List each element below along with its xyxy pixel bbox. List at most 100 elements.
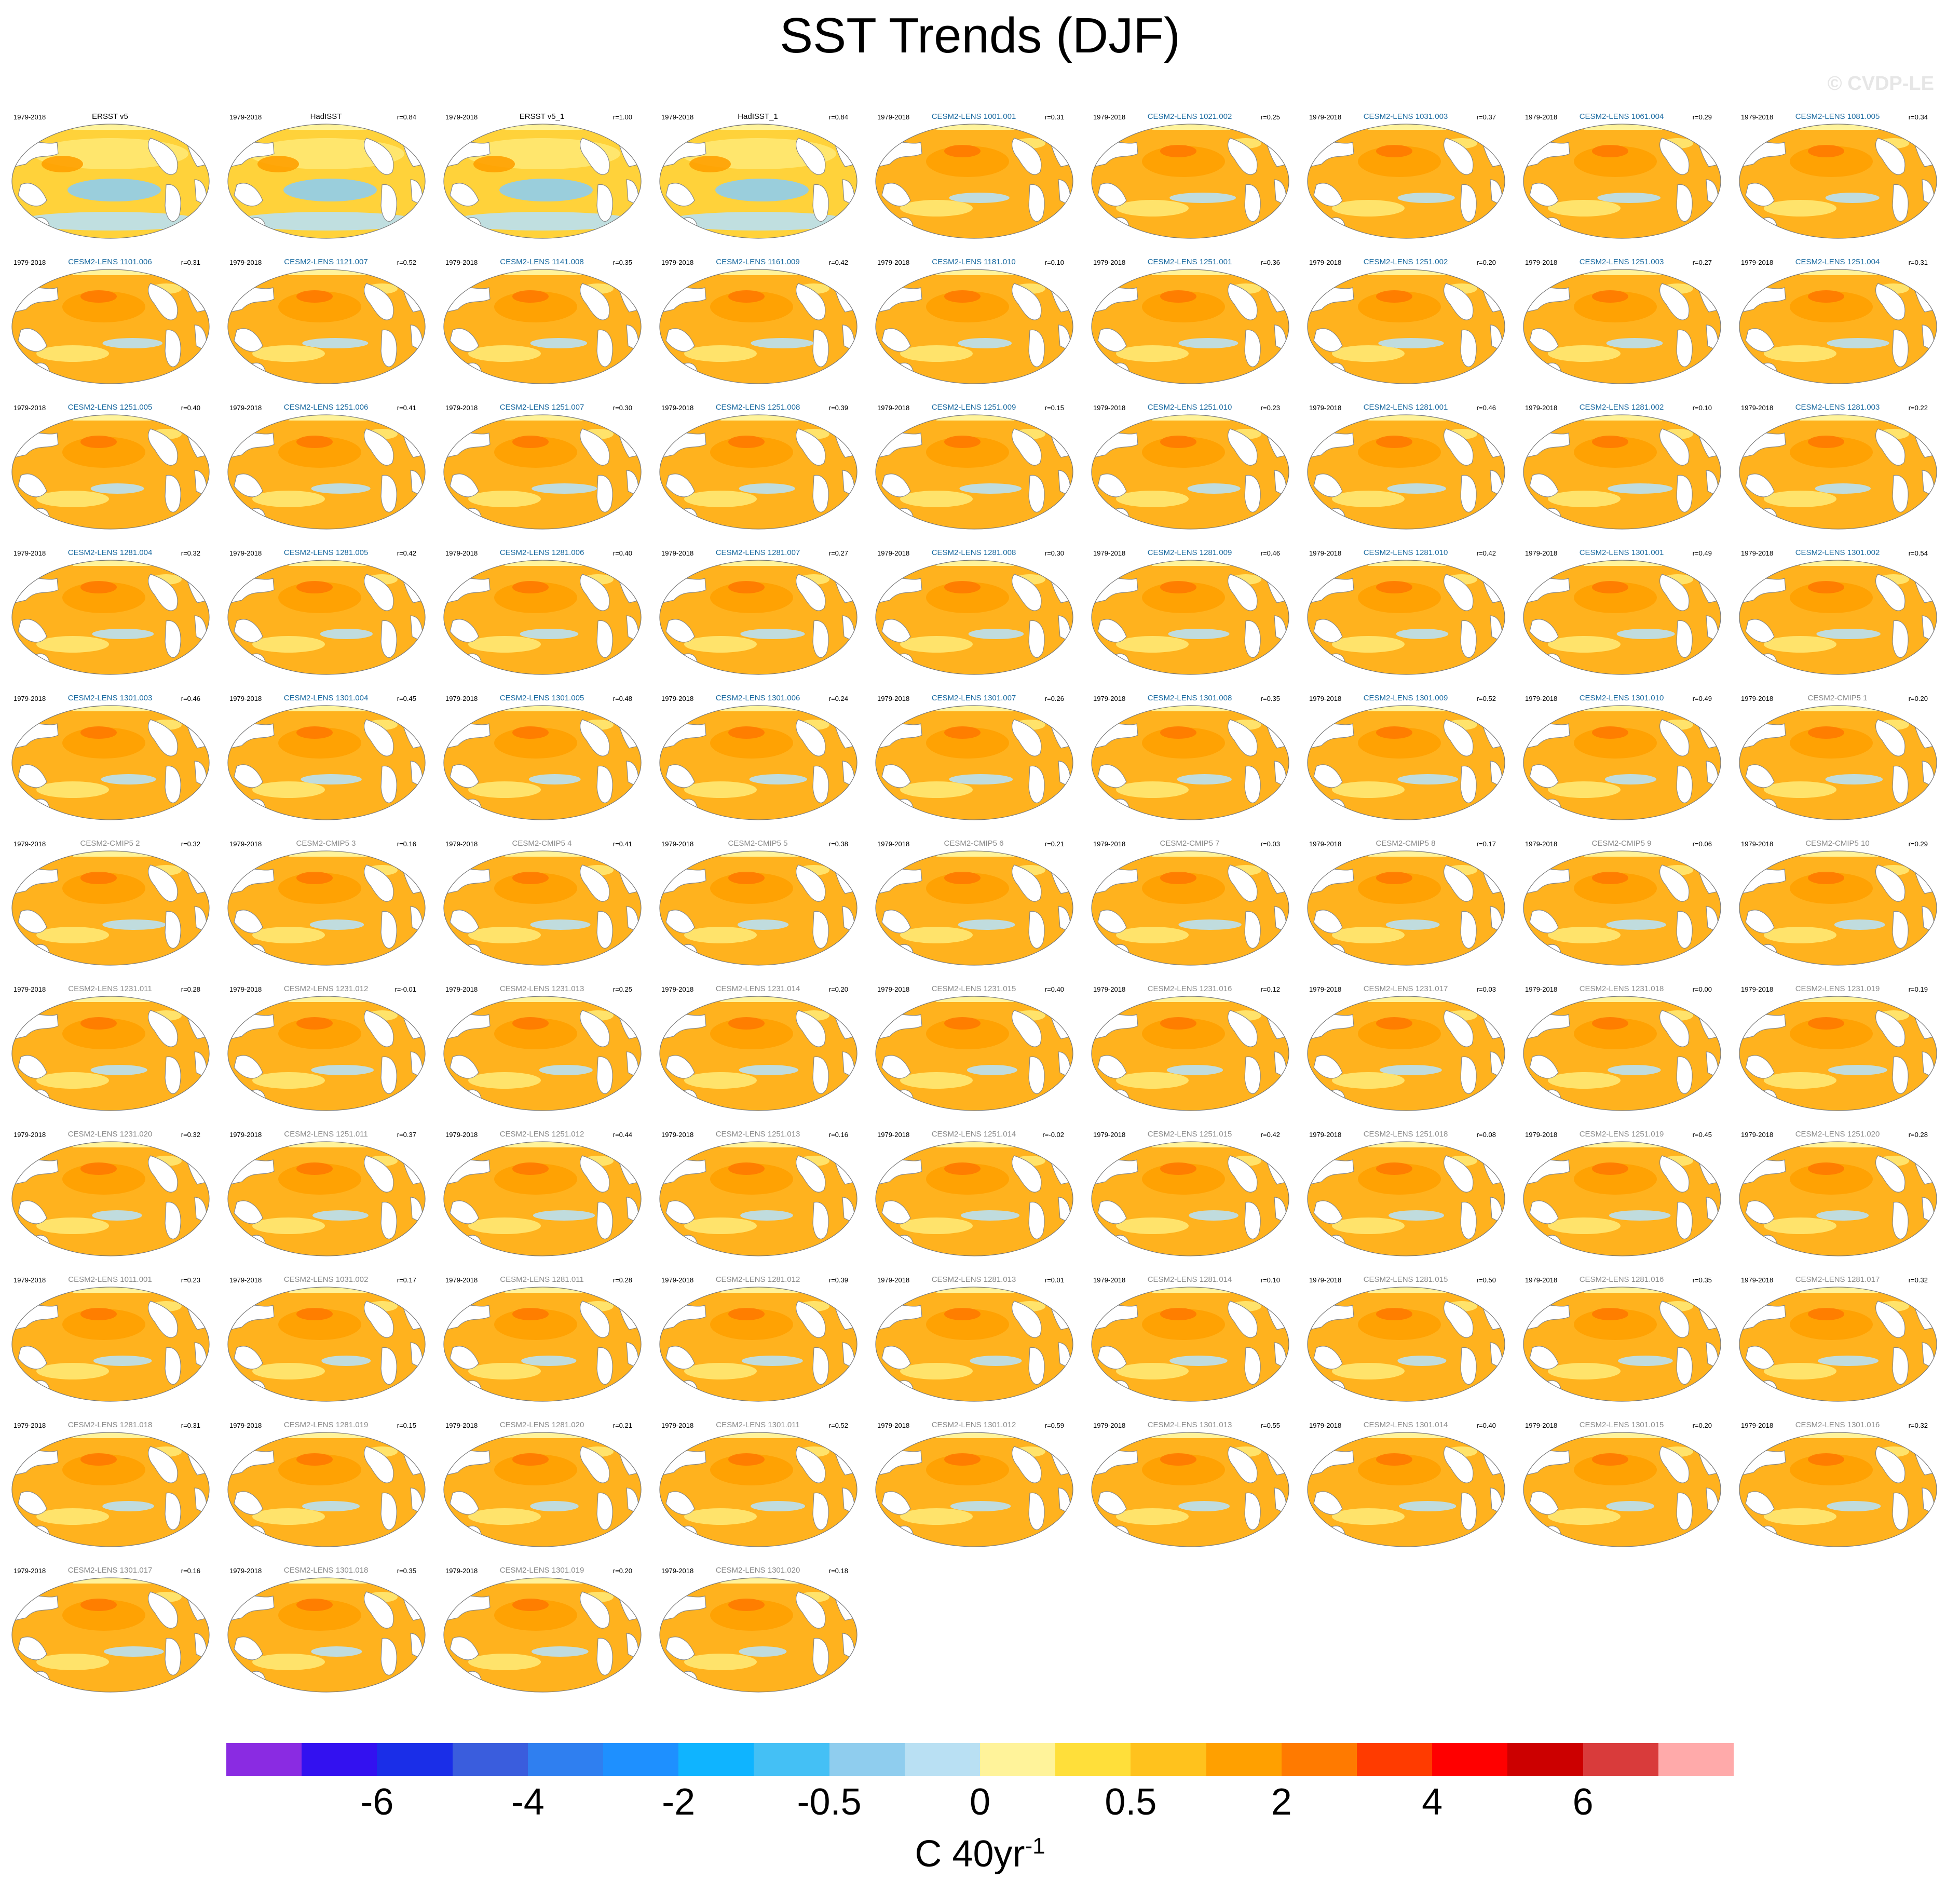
- land-mass: [1758, 217, 1778, 237]
- land-mass: [1326, 1235, 1346, 1255]
- period-label: 1979-2018: [229, 1567, 262, 1575]
- land-mass: [1227, 1446, 1258, 1483]
- panel-title: CESM2-LENS 1231.014: [715, 984, 800, 993]
- map-outline: [875, 124, 1073, 239]
- ocean-field: [12, 996, 209, 1111]
- trend-patch: [1116, 1217, 1189, 1234]
- land-mass: [596, 184, 613, 222]
- ocean-field: [876, 269, 1073, 384]
- trend-patch: [283, 179, 377, 201]
- correlation-label: r=0.44: [612, 1131, 632, 1139]
- period-label: 1979-2018: [661, 840, 694, 848]
- period-label: 1979-2018: [661, 1276, 694, 1284]
- polar-band: [720, 1142, 798, 1147]
- land-mass: [18, 1491, 47, 1515]
- ocean-field: [444, 1432, 641, 1547]
- land-mass: [380, 1201, 397, 1239]
- trend-patch: [1168, 629, 1230, 639]
- trend-patch: [1169, 193, 1236, 203]
- sst-trend-map: [11, 1287, 210, 1402]
- trend-patch: [512, 436, 549, 448]
- trend-patch: [36, 781, 109, 798]
- map-panel: 1979-2018 CESM2-LENS 1251.018 r=0.08: [1301, 1126, 1510, 1261]
- colorbar-tick-label: 2: [1271, 1781, 1292, 1823]
- trend-patch: [17, 212, 204, 231]
- period-label: 1979-2018: [661, 1567, 694, 1575]
- land-mass: [1892, 475, 1909, 512]
- panel-title: CESM2-CMIP5 10: [1805, 839, 1870, 848]
- ocean-field: [1092, 415, 1289, 529]
- map-outline: [1739, 996, 1937, 1111]
- trend-patch: [1332, 491, 1405, 507]
- map-panel: 1979-2018 CESM2-CMIP5 4 r=0.41: [437, 835, 647, 970]
- ocean-field: [876, 851, 1073, 965]
- trend-patch: [449, 212, 636, 231]
- trend-patch: [252, 491, 325, 507]
- land-mass: [1110, 653, 1130, 673]
- ocean-field: [1739, 706, 1937, 820]
- land-mass: [234, 328, 263, 352]
- trend-patch: [530, 1501, 579, 1511]
- map-panel: 1979-2018 CESM2-LENS 1281.010 r=0.42: [1301, 544, 1510, 679]
- land-mass: [1097, 619, 1127, 643]
- sst-trend-map: [1091, 124, 1289, 239]
- trend-patch: [1548, 781, 1621, 798]
- correlation-label: r=0.36: [1260, 259, 1280, 266]
- polar-band: [505, 269, 582, 275]
- land-mass: [234, 1200, 263, 1224]
- ocean-field: [444, 415, 641, 529]
- land-mass: [450, 764, 479, 788]
- trend-patch: [900, 1072, 973, 1089]
- land-mass: [1460, 1201, 1477, 1239]
- trend-patch: [1592, 145, 1628, 157]
- land-mass: [234, 1346, 263, 1370]
- map-outline: [875, 269, 1073, 384]
- trend-patch: [296, 726, 333, 739]
- ocean-field: [444, 1287, 641, 1401]
- map-panel: 1979-2018 CESM2-LENS 1031.002 r=0.17: [221, 1271, 431, 1406]
- period-label: 1979-2018: [1525, 840, 1558, 848]
- map-outline: [1091, 705, 1289, 820]
- period-label: 1979-2018: [1309, 1276, 1342, 1284]
- trend-patch: [512, 1017, 549, 1030]
- period-label: 1979-2018: [1093, 1131, 1126, 1139]
- period-label: 1979-2018: [1093, 1276, 1126, 1284]
- correlation-label: r=0.17: [397, 1276, 416, 1284]
- polar-band: [720, 706, 798, 711]
- panel-title: CESM2-LENS 1281.010: [1363, 548, 1448, 557]
- map-panel-grid: 1979-2018 ERSST v5 1979-2018 HadISST r=0.84 1…: [11, 112, 1937, 1693]
- ocean-field: [1523, 996, 1721, 1111]
- trend-patch: [900, 1217, 973, 1234]
- land-mass: [1110, 1235, 1130, 1255]
- period-label: 1979-2018: [877, 985, 910, 993]
- sst-trend-map: [1307, 996, 1505, 1111]
- ocean-field: [876, 560, 1073, 674]
- sst-trend-map: [1523, 705, 1721, 820]
- sst-trend-map: [1739, 1432, 1937, 1547]
- ocean-field: [660, 706, 857, 820]
- trend-patch: [1764, 781, 1836, 798]
- land-mass: [1758, 653, 1778, 673]
- land-mass: [147, 283, 178, 320]
- map-outline: [1739, 1287, 1937, 1402]
- period-label: 1979-2018: [445, 1422, 478, 1429]
- correlation-label: r=0.40: [1476, 1422, 1496, 1429]
- land-mass: [1659, 428, 1690, 466]
- map-outline: [659, 560, 857, 675]
- ocean-field: [1092, 1142, 1289, 1256]
- land-mass: [462, 508, 482, 528]
- land-mass: [1460, 184, 1477, 222]
- sst-trend-map: [1523, 269, 1721, 384]
- land-mass: [678, 799, 698, 819]
- land-mass: [234, 764, 263, 788]
- land-mass: [665, 328, 695, 352]
- polar-band: [1584, 706, 1662, 711]
- period-label: 1979-2018: [229, 1131, 262, 1139]
- panel-title: CESM2-LENS 1141.008: [500, 258, 584, 266]
- colorbar-swatch: [1206, 1743, 1282, 1776]
- correlation-label: r=0.42: [1260, 1131, 1280, 1139]
- trend-patch: [900, 781, 973, 798]
- trend-patch: [296, 290, 333, 303]
- period-label: 1979-2018: [1093, 1422, 1126, 1429]
- map-panel: 1979-2018 CESM2-LENS 1281.008 r=0.30: [869, 544, 1079, 679]
